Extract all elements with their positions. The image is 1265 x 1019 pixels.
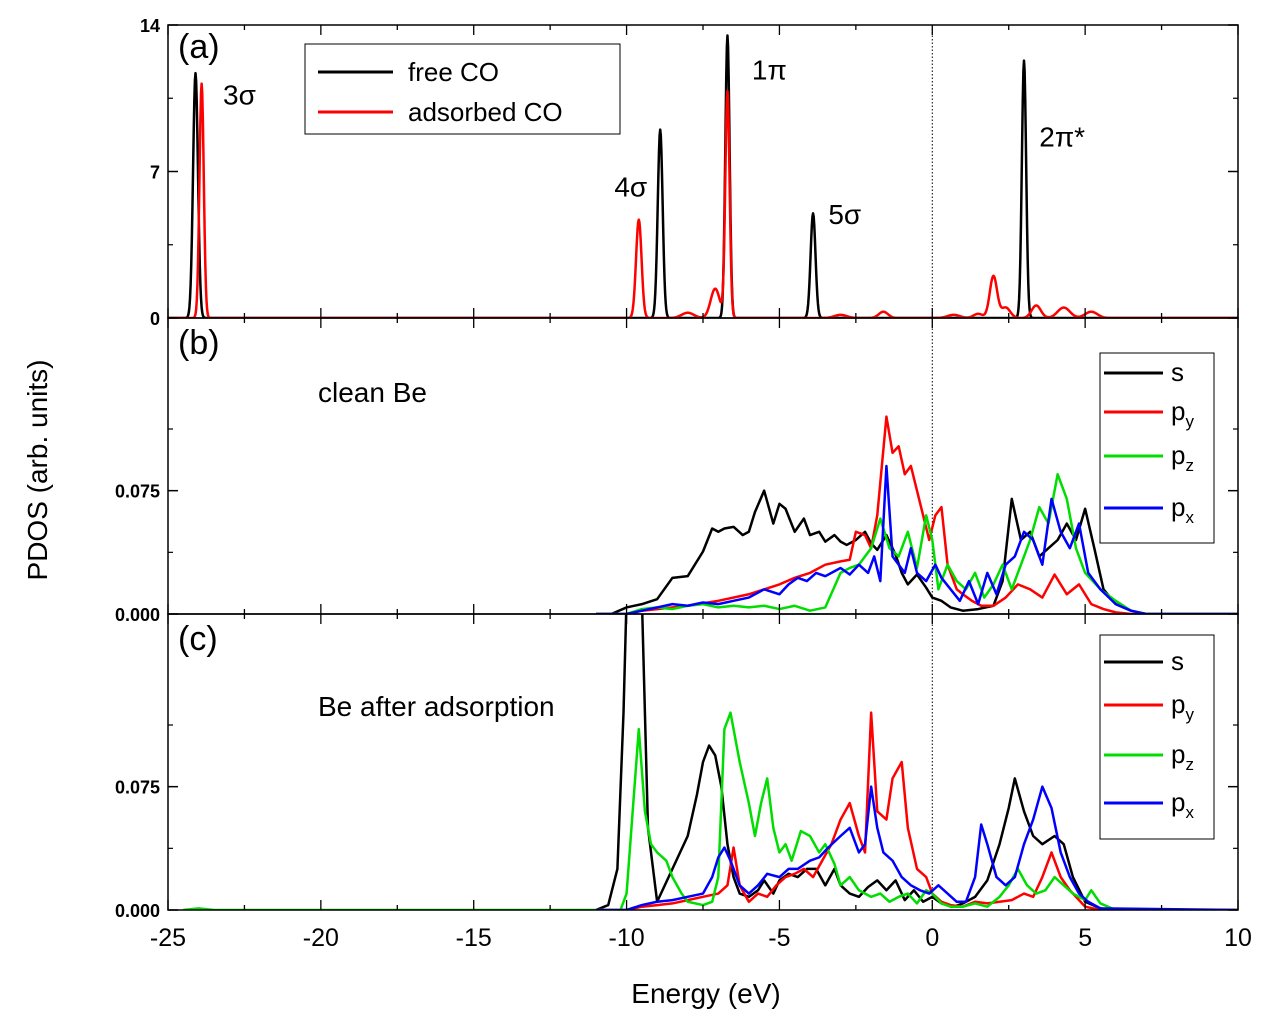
y-tick-label: 0 xyxy=(150,309,160,329)
series-line-px xyxy=(596,785,1238,910)
legend-b-label-px: px xyxy=(1171,492,1194,527)
legend-a: free CO adsorbed CO xyxy=(304,43,621,135)
series-line-py xyxy=(596,415,1238,614)
legend-c-box xyxy=(1099,634,1215,840)
panel-label-a: (a) xyxy=(178,28,220,66)
y-tick-label: 0.075 xyxy=(115,482,160,502)
panel-b-title: clean Be xyxy=(318,377,427,408)
x-tick-label: -25 xyxy=(150,924,186,952)
peak-annotation: 3σ xyxy=(223,80,256,111)
legend-c-label-pz: pz xyxy=(1171,739,1194,774)
peak-annotation: 4σ xyxy=(614,172,647,203)
panel-c: 0.000 0.075 -25 -20 -15 -10 -5 0 5 10 xyxy=(115,613,1252,952)
legend-b-label-py: py xyxy=(1171,396,1194,431)
x-tick-label: 10 xyxy=(1224,924,1252,952)
y-tick-label: 0.075 xyxy=(115,778,160,798)
legend-a-box xyxy=(304,43,621,135)
legend-c: s py pz px xyxy=(1099,634,1215,840)
panel-a: 0 7 14 3σ 4σ 1π 5σ 2π* xyxy=(140,16,1239,329)
x-axis-label: Energy (eV) xyxy=(631,978,780,1009)
legend-c-label-py: py xyxy=(1171,689,1194,724)
x-tick-label: -10 xyxy=(609,924,645,952)
panel-c-title: Be after adsorption xyxy=(318,691,555,722)
x-tick-label: 5 xyxy=(1078,924,1092,952)
series-line-s xyxy=(595,614,1238,910)
y-tick-label: 0.000 xyxy=(115,901,160,921)
legend-b: s py pz px xyxy=(1099,352,1215,544)
series-group xyxy=(183,614,1238,910)
panel-frame xyxy=(167,317,1239,615)
panel-label-b: (b) xyxy=(178,324,220,362)
x-tick-label: 0 xyxy=(925,924,939,952)
legend-b-label-s: s xyxy=(1171,357,1184,387)
panel-b: 0.000 0.075 xyxy=(115,317,1239,625)
x-tick-label: -5 xyxy=(768,924,790,952)
x-tick-label: -15 xyxy=(456,924,492,952)
legend-b-box xyxy=(1099,352,1215,544)
legend-a-label-adsorbed: adsorbed CO xyxy=(408,97,563,127)
series-line-px xyxy=(596,464,1238,614)
legend-c-label-px: px xyxy=(1171,787,1194,822)
peak-annotation: 2π* xyxy=(1039,121,1085,152)
series-line-pz xyxy=(183,711,1238,910)
legend-b-label-pz: pz xyxy=(1171,440,1194,475)
series-line-py xyxy=(596,711,1238,910)
peak-annotation: 5σ xyxy=(828,199,861,230)
series-line-pz xyxy=(596,472,1238,614)
legend-a-label-free: free CO xyxy=(408,57,499,87)
panel-label-c: (c) xyxy=(178,620,218,658)
y-tick-label: 14 xyxy=(140,16,160,36)
y-tick-label: 0.000 xyxy=(115,605,160,625)
peak-annotation: 1π xyxy=(752,54,787,85)
legend-c-label-s: s xyxy=(1171,646,1184,676)
x-tick-label: -20 xyxy=(303,924,339,952)
y-tick-label: 7 xyxy=(150,163,160,183)
series-group xyxy=(596,415,1238,614)
y-axis-label: PDOS (arb. units) xyxy=(22,360,53,581)
